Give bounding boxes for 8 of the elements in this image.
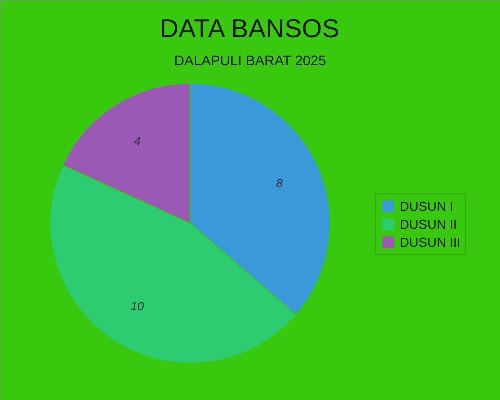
data-label: 8: [276, 176, 284, 190]
legend-label: DUSUN III: [400, 234, 461, 250]
chart-subtitle: DALAPULI BARAT 2025: [174, 52, 327, 68]
data-label: 4: [134, 134, 142, 149]
chart-title: DATA BANSOS: [160, 14, 340, 44]
legend-label: DUSUN II: [400, 216, 458, 232]
legend-label: DUSUN I: [400, 198, 454, 214]
data-label: 10: [130, 299, 145, 314]
